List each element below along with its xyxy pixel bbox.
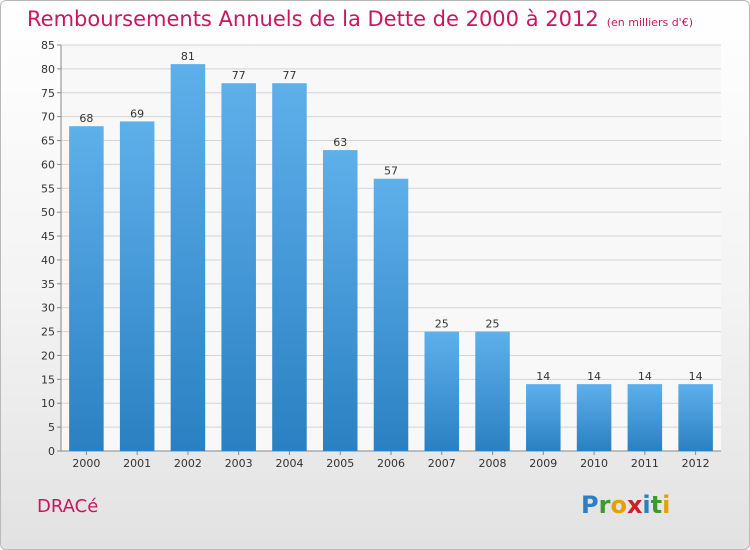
x-tick-label-2011: 2011 bbox=[631, 457, 659, 470]
y-tick-label: 85 bbox=[41, 39, 55, 52]
y-tick-label: 65 bbox=[41, 135, 55, 148]
bar-2005 bbox=[322, 150, 358, 452]
x-tick-label-2003: 2003 bbox=[225, 457, 253, 470]
bar-2004 bbox=[272, 83, 307, 451]
y-tick-label: 75 bbox=[41, 87, 55, 100]
x-tick-label-2010: 2010 bbox=[580, 457, 608, 470]
y-tick-label: 20 bbox=[41, 349, 55, 362]
bar-2001 bbox=[119, 121, 155, 452]
data-label-2010: 14 bbox=[587, 370, 601, 383]
data-label-2007: 25 bbox=[435, 318, 449, 331]
x-tick-label-2005: 2005 bbox=[326, 457, 354, 470]
logo-letter: o bbox=[610, 491, 627, 519]
x-tick-label-2008: 2008 bbox=[479, 457, 507, 470]
data-label-2001: 69 bbox=[130, 107, 144, 120]
y-tick-label: 35 bbox=[41, 278, 55, 291]
y-tick-label: 25 bbox=[41, 326, 55, 339]
y-tick-label: 55 bbox=[41, 182, 55, 195]
bar-2011 bbox=[627, 384, 663, 451]
data-label-2000: 68 bbox=[79, 112, 93, 125]
bar-2009 bbox=[526, 384, 561, 451]
x-tick-label-2002: 2002 bbox=[174, 457, 202, 470]
y-tick-label: 10 bbox=[41, 397, 55, 410]
x-tick-label-2004: 2004 bbox=[275, 457, 303, 470]
data-label-2006: 57 bbox=[384, 165, 398, 178]
x-tick-label-2000: 2000 bbox=[72, 457, 100, 470]
bar-2010 bbox=[576, 384, 612, 451]
data-label-2004: 77 bbox=[282, 69, 296, 82]
y-tick-label: 45 bbox=[41, 230, 55, 243]
y-tick-label: 70 bbox=[41, 111, 55, 124]
x-tick-label-2012: 2012 bbox=[682, 457, 710, 470]
bar-2007 bbox=[424, 331, 460, 451]
chart-title: Remboursements Annuels de la Dette de 20… bbox=[27, 7, 693, 31]
bar-2006 bbox=[373, 178, 409, 451]
logo-letter: P bbox=[581, 491, 599, 519]
y-tick-label: 60 bbox=[41, 158, 55, 171]
x-tick-label-2007: 2007 bbox=[428, 457, 456, 470]
logo-letter: x bbox=[626, 491, 643, 519]
bar-2002 bbox=[170, 64, 206, 451]
y-tick-label: 5 bbox=[48, 421, 55, 434]
y-tick-label: 30 bbox=[41, 302, 55, 315]
bar-2008 bbox=[475, 331, 510, 451]
bar-2000 bbox=[69, 126, 104, 451]
logo-letter: r bbox=[598, 491, 611, 519]
commune-name: DRACé bbox=[37, 496, 99, 517]
data-label-2002: 81 bbox=[181, 50, 195, 63]
y-tick-label: 15 bbox=[41, 373, 55, 386]
title-unit: (en milliers d'€) bbox=[606, 16, 693, 29]
title-main: Remboursements Annuels de la Dette de 20… bbox=[27, 7, 599, 31]
x-tick-label-2001: 2001 bbox=[123, 457, 151, 470]
y-tick-label: 0 bbox=[48, 445, 55, 458]
bar-2003 bbox=[221, 83, 256, 451]
y-tick-label: 80 bbox=[41, 63, 55, 76]
proxiti-logo: Proxiti bbox=[581, 491, 670, 519]
logo-letter: i bbox=[662, 491, 671, 519]
data-label-2012: 14 bbox=[689, 370, 703, 383]
y-tick-label: 50 bbox=[41, 206, 55, 219]
data-label-2009: 14 bbox=[536, 370, 550, 383]
logo-letter: t bbox=[650, 491, 663, 519]
data-label-2011: 14 bbox=[638, 370, 652, 383]
bar-2012 bbox=[678, 384, 713, 451]
x-tick-label-2009: 2009 bbox=[529, 457, 557, 470]
logo-letter: i bbox=[642, 491, 651, 519]
data-label-2003: 77 bbox=[232, 69, 246, 82]
y-tick-label: 40 bbox=[41, 254, 55, 267]
data-label-2008: 25 bbox=[486, 318, 500, 331]
x-tick-label-2006: 2006 bbox=[377, 457, 405, 470]
data-label-2005: 63 bbox=[333, 136, 347, 149]
